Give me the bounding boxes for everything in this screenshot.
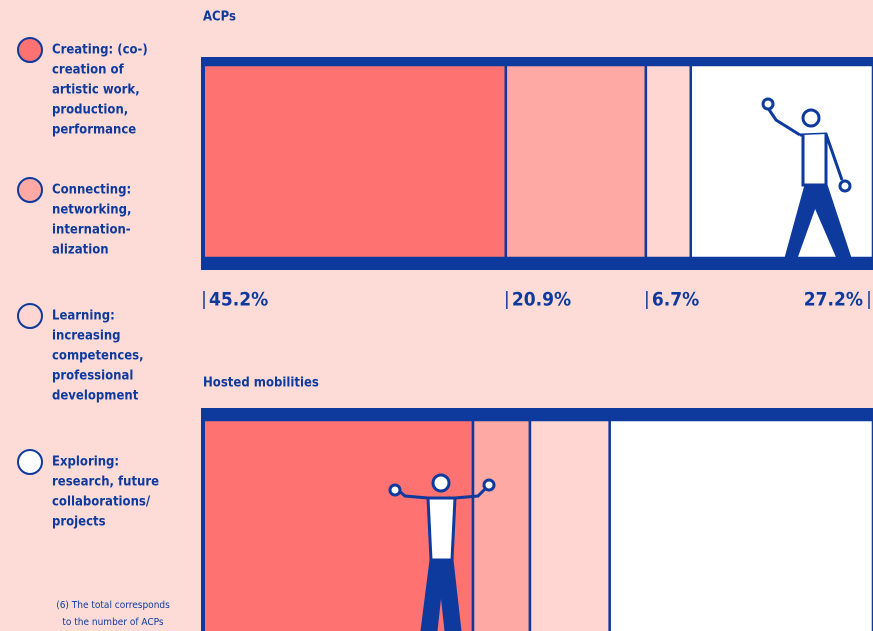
legend-swatch	[17, 449, 43, 475]
legend-label: collaborations/	[52, 495, 151, 510]
legend-label: artistic work,	[52, 83, 140, 98]
frame-left	[201, 57, 205, 270]
segment	[528, 418, 611, 631]
legend-swatch	[17, 37, 43, 63]
legend-label: professional	[52, 369, 133, 384]
figures	[388, 97, 853, 631]
segment	[689, 63, 873, 260]
chart-title: ACPs	[203, 10, 236, 25]
legend-label: networking,	[52, 203, 131, 218]
legend-label: development	[52, 389, 139, 404]
legend-swatch	[17, 303, 43, 329]
value-label: 6.7%	[652, 289, 699, 311]
frame-left	[201, 408, 205, 631]
segment	[471, 418, 532, 631]
legend-label: Creating: (co-)	[52, 43, 148, 58]
frame-top	[203, 408, 873, 420]
legend-label: alization	[52, 243, 109, 258]
legend-label: creation of	[52, 63, 125, 78]
legend-label: production,	[52, 103, 128, 118]
frame-top	[203, 57, 873, 65]
chart-title: Hosted mobilities	[203, 376, 319, 391]
legend-label: Exploring:	[52, 455, 119, 470]
legend-swatch	[17, 177, 43, 203]
footnote: (6) The total corresponds	[56, 600, 170, 611]
legend-label: performance	[52, 123, 136, 138]
frame-bottom	[203, 258, 873, 270]
footnote: to the number of ACPs	[62, 617, 164, 628]
segment	[644, 63, 693, 260]
legend-label: increasing	[52, 329, 121, 344]
legend-label: projects	[52, 515, 106, 530]
legend-label: Learning:	[52, 309, 115, 324]
value-label: 45.2%	[209, 289, 268, 311]
legend-label: internation-	[52, 223, 131, 238]
legend-label: Connecting:	[52, 183, 131, 198]
marks: Creating: (co-) creation of artistic work,…	[17, 10, 873, 631]
value-label: 27.2%	[804, 289, 863, 311]
segment	[504, 63, 648, 260]
segment	[608, 418, 873, 631]
segment	[201, 63, 508, 260]
legend-label: research, future	[52, 475, 159, 490]
value-label: 20.9%	[512, 289, 571, 311]
legend-label: competences,	[52, 349, 144, 364]
